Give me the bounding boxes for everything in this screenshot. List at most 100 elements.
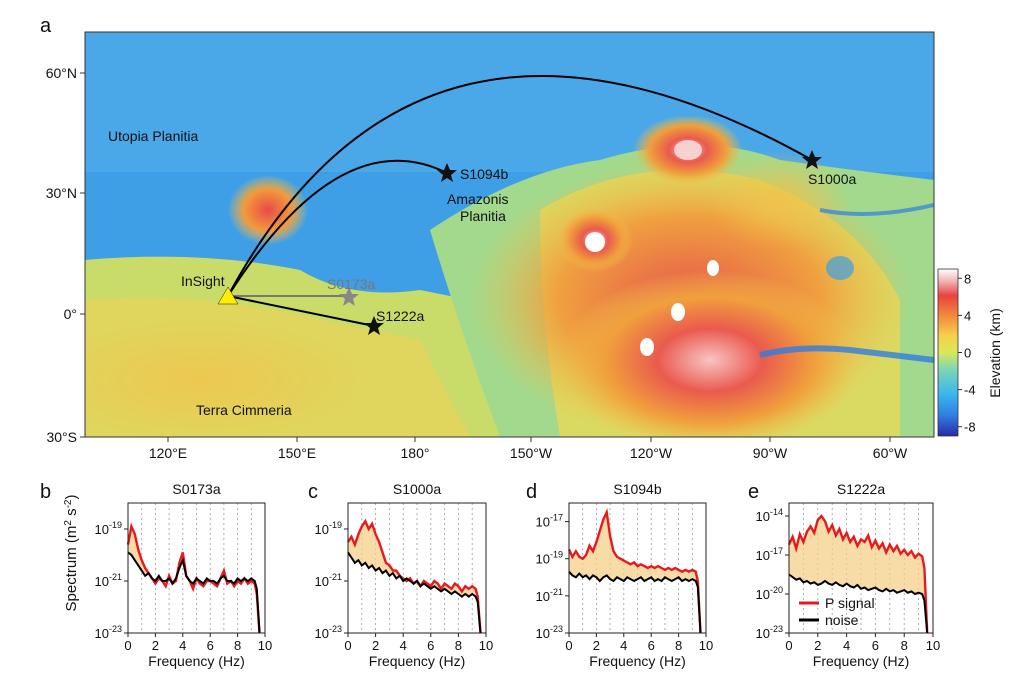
colorbar-tick-label: -4 bbox=[964, 383, 976, 398]
panel-letter: b bbox=[40, 481, 51, 503]
x-tick-label: 0 bbox=[344, 638, 351, 653]
panel-title: S1094b bbox=[613, 481, 661, 497]
plot-frame bbox=[788, 502, 934, 634]
spectrum-panel-s1222a: e S1222a 0 2 4 6 8 10 Frequency (Hz) 10-14 10-17 10… bbox=[748, 481, 940, 669]
lon-tick-label: 150°W bbox=[510, 445, 553, 461]
plot-frame bbox=[568, 502, 707, 634]
event-label-s1000a: S1000a bbox=[808, 171, 856, 187]
spectrum-panel-s1000a: c S1000a 0 2 4 6 8 10 Frequency (Hz) 10-19 10-21 10… bbox=[308, 481, 493, 669]
x-tick-label: 8 bbox=[675, 638, 682, 653]
x-axis-label: Frequency (Hz) bbox=[148, 653, 244, 669]
x-tick-label: 2 bbox=[593, 638, 600, 653]
x-tick-label: 2 bbox=[152, 638, 159, 653]
x-tick-label: 4 bbox=[620, 638, 627, 653]
x-tick-label: 10 bbox=[479, 638, 493, 653]
raypath-s1222a bbox=[227, 295, 375, 327]
panel-title: S1222a bbox=[837, 481, 885, 497]
lat-tick-label: 30°S bbox=[46, 429, 77, 445]
x-axis-label: Frequency (Hz) bbox=[589, 653, 685, 669]
event-label-s0173a: S0173a bbox=[327, 276, 375, 292]
y-tick-label: 10-23 bbox=[536, 624, 563, 641]
lon-tick-label: 120°E bbox=[149, 445, 187, 461]
y-tick-label: 10-14 bbox=[756, 507, 783, 524]
event-label-s1222a: S1222a bbox=[376, 308, 424, 324]
panel-letter: e bbox=[748, 481, 759, 503]
panel-letter: c bbox=[308, 481, 318, 503]
y-tick-label: 10-21 bbox=[95, 572, 122, 589]
signal-noise-fill bbox=[789, 516, 928, 633]
legend-entry: noise bbox=[825, 612, 859, 628]
lat-tick-label: 0° bbox=[64, 306, 77, 322]
y-tick-label: 10-23 bbox=[756, 624, 783, 641]
event-label-s1094b: S1094b bbox=[460, 166, 508, 182]
event-star-s1000a bbox=[802, 150, 822, 169]
colorbar-tick-label: 8 bbox=[964, 271, 971, 286]
colorbar-tick-label: 4 bbox=[964, 308, 971, 323]
lander-label: InSight bbox=[181, 273, 225, 289]
raypath-s1094b bbox=[227, 159, 448, 297]
x-tick-label: 4 bbox=[400, 638, 407, 653]
plot-frame bbox=[347, 502, 487, 634]
x-tick-label: 6 bbox=[427, 638, 434, 653]
event-star-s0173a bbox=[339, 287, 359, 306]
y-tick-label: 10-19 bbox=[95, 520, 122, 537]
lon-tick-label: 60°W bbox=[873, 445, 908, 461]
y-tick-label: 10-21 bbox=[536, 587, 563, 604]
series-line-noise bbox=[347, 551, 482, 634]
signal-noise-fill bbox=[569, 512, 701, 633]
series-line-noise bbox=[568, 571, 702, 634]
panel-letter: d bbox=[526, 481, 537, 503]
raypath-s1000a bbox=[227, 75, 813, 297]
event-star-s1222a bbox=[364, 316, 384, 335]
elevation-colorbar bbox=[937, 268, 959, 437]
spectra-panels: b S0173a 0 2 4 6 8 10 Frequency (Hz) 10-19 10-21 10… bbox=[40, 481, 940, 669]
x-tick-label: 2 bbox=[372, 638, 379, 653]
lon-tick-label: 150°E bbox=[278, 445, 316, 461]
x-tick-label: 2 bbox=[814, 638, 821, 653]
panel-letter-a: a bbox=[40, 15, 52, 37]
legend-entry: P signal bbox=[825, 595, 875, 611]
colorbar-tick-label: 0 bbox=[964, 346, 971, 361]
longitude-axis: 120°E 150°E 180° 150°W 120°W 90°W 60°W bbox=[149, 437, 908, 461]
y-tick-label: 10-23 bbox=[315, 624, 342, 641]
y-tick-label: 10-20 bbox=[756, 585, 783, 602]
x-tick-label: 8 bbox=[234, 638, 241, 653]
series-line-p-signal bbox=[567, 508, 702, 634]
x-tick-label: 4 bbox=[179, 638, 186, 653]
x-tick-label: 6 bbox=[872, 638, 879, 653]
y-tick-label: 10-19 bbox=[315, 520, 342, 537]
x-tick-label: 8 bbox=[901, 638, 908, 653]
x-tick-label: 0 bbox=[124, 638, 131, 653]
region-label-utopia: Utopia Planitia bbox=[108, 128, 198, 144]
x-tick-label: 0 bbox=[565, 638, 572, 653]
lat-tick-label: 30°N bbox=[46, 185, 77, 201]
event-star-s1094b bbox=[437, 163, 457, 182]
series-line-noise bbox=[788, 573, 929, 634]
x-tick-label: 8 bbox=[455, 638, 462, 653]
insight-lander-marker bbox=[217, 286, 239, 305]
x-tick-label: 10 bbox=[926, 638, 940, 653]
y-tick-label: 10-17 bbox=[756, 546, 783, 563]
x-tick-label: 10 bbox=[699, 638, 713, 653]
panel-title: S0173a bbox=[172, 481, 220, 497]
plot-frame bbox=[127, 502, 266, 634]
lat-tick-label: 60°N bbox=[46, 65, 77, 81]
colorbar-ticks: 8 4 0 -4 -8 bbox=[958, 271, 976, 435]
lon-tick-label: 120°W bbox=[630, 445, 673, 461]
x-tick-label: 6 bbox=[207, 638, 214, 653]
y-tick-label: 10-23 bbox=[95, 624, 122, 641]
spectrum-panel-s0173a: b S0173a 0 2 4 6 8 10 Frequency (Hz) 10-19 10-21 10… bbox=[40, 481, 272, 669]
spectrum-y-label-main: Spectrum (m bbox=[63, 526, 80, 612]
x-tick-label: 10 bbox=[258, 638, 272, 653]
x-tick-label: 0 bbox=[785, 638, 792, 653]
lon-tick-label: 90°W bbox=[753, 445, 788, 461]
spectrum-y-label: Spectrum (m2 s-2) bbox=[63, 495, 80, 612]
x-axis-label: Frequency (Hz) bbox=[813, 653, 909, 669]
elevation-map bbox=[85, 32, 934, 437]
latitude-axis: 60°N 30°N 0° 30°S bbox=[46, 65, 85, 445]
lon-tick-label: 180° bbox=[401, 445, 430, 461]
colorbar-label: Elevation (km) bbox=[987, 308, 1003, 397]
series-line-p-signal bbox=[787, 514, 929, 634]
x-axis-label: Frequency (Hz) bbox=[369, 653, 465, 669]
